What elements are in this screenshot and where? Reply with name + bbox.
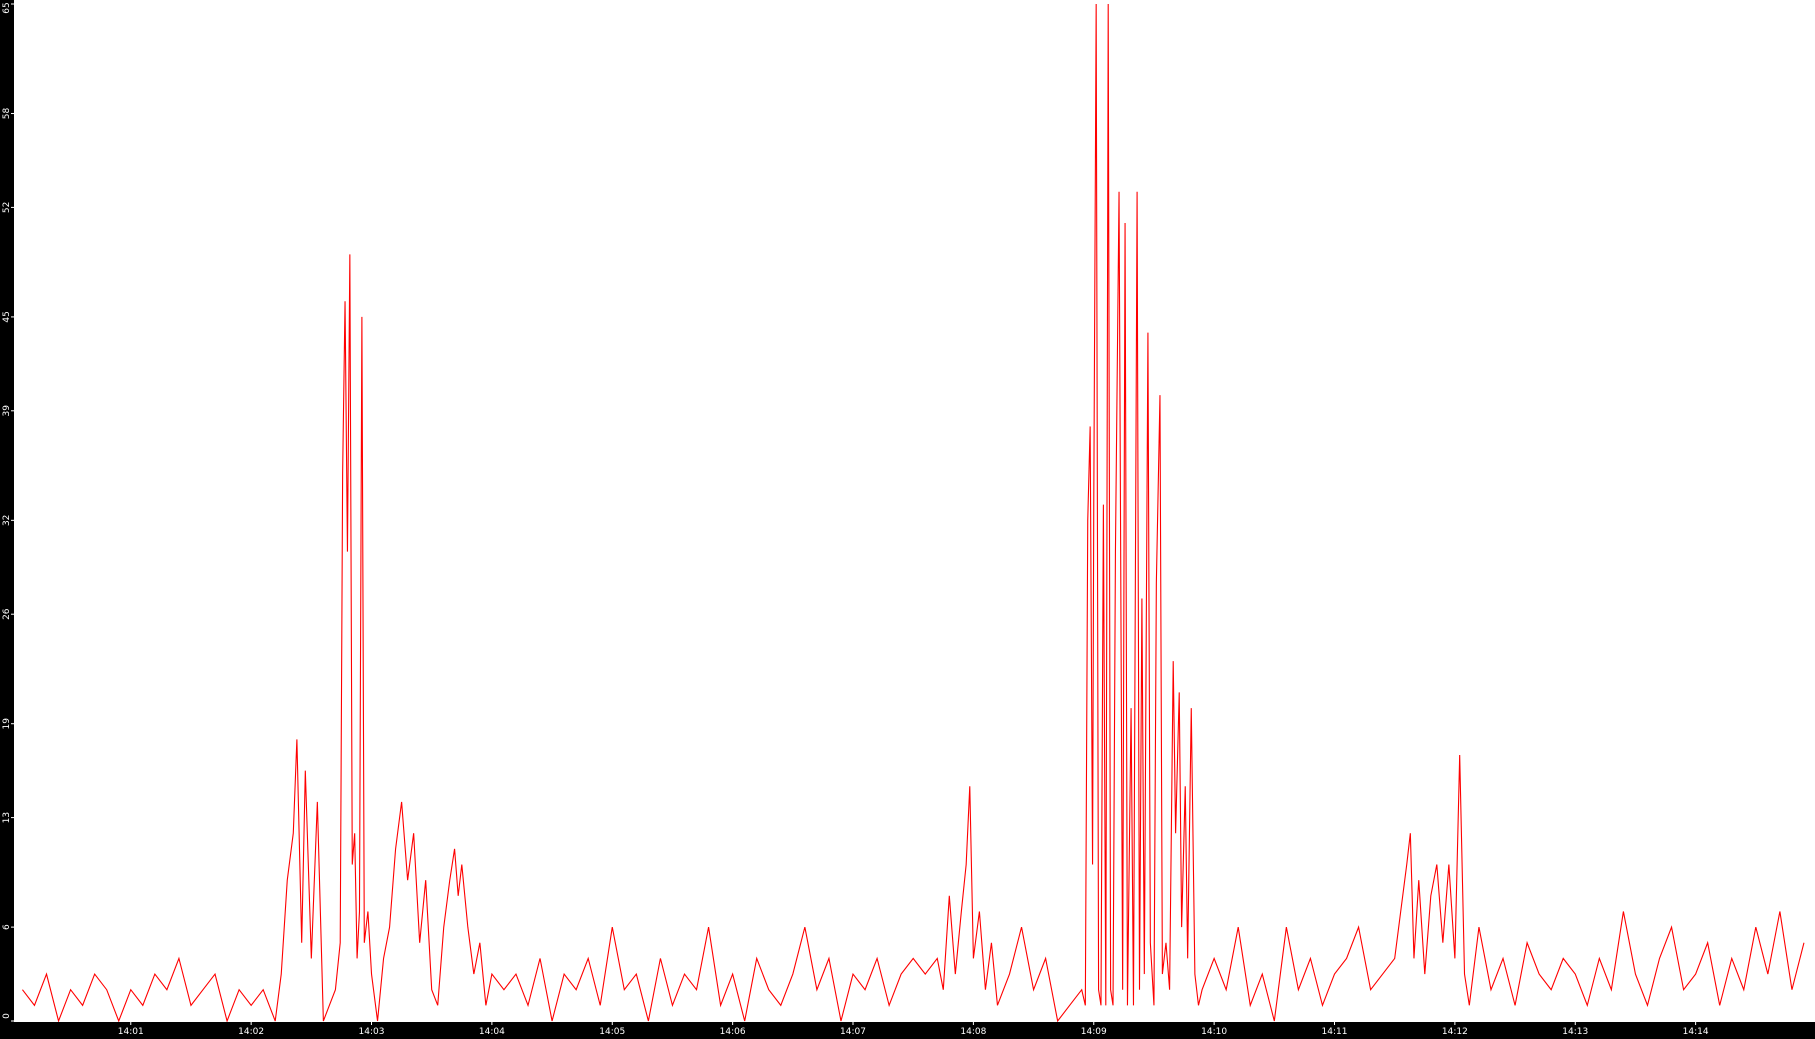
y-axis-strip <box>0 0 14 1039</box>
x-tick-label: 14:08 <box>960 1027 986 1037</box>
x-tick-label: 14:14 <box>1683 1027 1709 1037</box>
x-tick-label: 14:01 <box>118 1027 144 1037</box>
x-tick-label: 14:13 <box>1562 1027 1588 1037</box>
y-tick-label: 6 <box>2 924 12 930</box>
x-tick-label: 14:06 <box>720 1027 746 1037</box>
y-tick-label: 26 <box>2 608 12 620</box>
plot-area <box>22 3 1805 1022</box>
x-tick-label: 14:02 <box>238 1027 264 1037</box>
x-tick-label: 14:03 <box>359 1027 385 1037</box>
y-tick-label: 65 <box>2 2 12 13</box>
y-tick-label: 0 <box>2 1013 12 1019</box>
y-tick-label: 45 <box>2 311 12 322</box>
x-tick-label: 14:11 <box>1322 1027 1348 1037</box>
y-tick-label: 13 <box>2 812 12 823</box>
series-line <box>22 3 1805 1022</box>
y-tick-label: 52 <box>2 202 12 213</box>
x-axis-strip <box>0 1022 1815 1039</box>
x-tick-label: 14:10 <box>1201 1027 1227 1037</box>
x-tick-label: 14:04 <box>479 1027 505 1037</box>
y-tick-label: 58 <box>2 108 12 120</box>
y-tick-label: 39 <box>2 405 12 417</box>
x-tick-label: 14:09 <box>1081 1027 1107 1037</box>
x-tick-label: 14:07 <box>840 1027 866 1037</box>
x-tick-label: 14:05 <box>599 1027 625 1037</box>
x-tick-label: 14:12 <box>1442 1027 1468 1037</box>
y-tick-label: 32 <box>2 515 12 526</box>
y-tick-label: 19 <box>2 718 12 730</box>
